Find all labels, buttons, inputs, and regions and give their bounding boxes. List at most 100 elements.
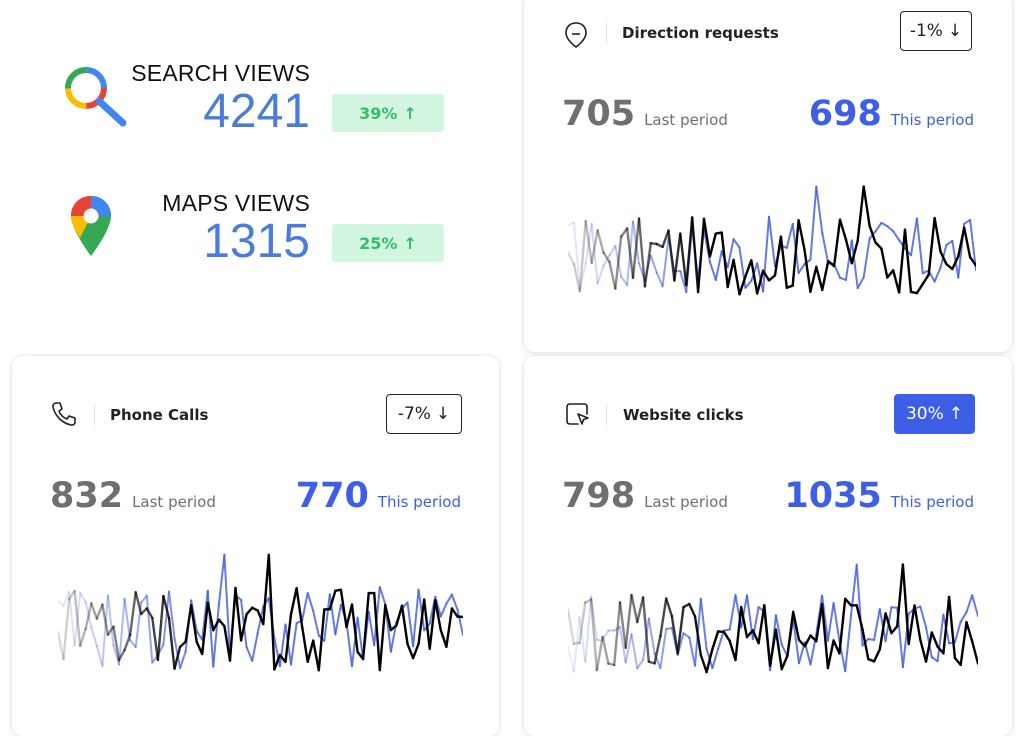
this-period-line-segment [446,609,452,647]
this-period-line-segment [964,228,970,258]
last-period-line-segment [147,596,153,663]
header-divider [606,23,607,43]
arrow-down-icon: ↓ [948,21,962,41]
this-period-line-segment [972,641,978,663]
header-divider [606,405,607,425]
this-period-line-segment [929,218,935,275]
this-period-line-segment [745,260,751,276]
website-change-badge[interactable]: 30% ↑ [894,394,975,434]
this-period-line-segment [874,649,880,661]
this-period-line-segment [247,608,253,614]
last-period-line-segment [347,622,353,666]
last-period-line-segment [380,587,386,604]
phone-sparkline [58,552,463,692]
last-period-line-segment [657,273,663,287]
this-period-value: 1035 [784,476,881,516]
last-period-line-segment [876,223,882,232]
this-period-line-segment [568,610,574,644]
last-period-line-segment [851,565,857,616]
this-period-line-segment [932,633,938,647]
last-period-line-segment [955,622,961,643]
maps-views-label: MAPS VIEWS [162,190,310,217]
this-period-value: 770 [296,476,369,516]
this-period-line-segment [632,595,638,622]
last-period-line-segment [810,187,816,260]
this-period-line-segment [839,599,845,654]
cursor-click-icon [564,401,592,434]
this-period-line-segment [881,249,887,278]
last-period-line-segment [408,602,414,646]
last-period-line-segment [441,604,447,617]
last-period-line-segment [335,605,341,635]
this-period-line-segment [891,626,897,633]
this-period-metric: 698 This period [809,94,974,134]
direction-requests-card: Direction requests -1% ↓ 705 Last period… [524,0,1012,352]
last-period-line-segment [684,633,690,637]
this-period-line-segment [961,622,967,665]
this-period-line-segment [91,603,97,618]
this-period-line-segment [858,187,864,241]
last-period-line-segment [730,595,736,629]
change-value: 25% [359,234,397,253]
this-period-line-segment [781,237,787,288]
last-period-line-segment [252,633,258,661]
this-period-line-segment [923,275,929,284]
this-period-line-segment [308,641,314,662]
badge-value: -7% [398,404,431,424]
this-period-line-segment [698,219,704,292]
phone-change-badge[interactable]: -7% ↓ [386,394,462,434]
last-period-line-segment [967,595,973,612]
last-period-label: Last period [644,493,728,511]
last-period-line-segment [689,637,695,665]
this-period-line-segment [734,260,740,294]
this-period-metric: 770 This period [296,476,461,516]
last-period-line-segment [911,219,917,256]
this-period-line-segment [380,605,386,670]
last-period-line-segment [651,256,657,273]
last-period-line-segment [787,224,793,248]
arrow-up-icon: ↑ [403,234,416,253]
last-period-line-segment [609,246,615,256]
last-period-line-segment [972,595,978,616]
this-period-line-segment [899,230,905,293]
this-period-line-segment [701,655,707,672]
this-period-line-segment [614,602,620,665]
this-period-line-segment [568,253,574,264]
last-period-line-segment [935,268,941,282]
last-period-line-segment [637,660,643,669]
badge-value: -1% [910,21,943,41]
this-period-line-segment [775,237,781,276]
this-period-line-segment [666,599,672,617]
last-period-line-segment [799,264,805,273]
this-period-line-segment [347,605,353,627]
this-period-line-segment [291,588,297,614]
direction-change-badge[interactable]: -1% ↓ [900,11,972,51]
last-period-line-segment [458,610,464,636]
last-period-line-segment [745,281,751,288]
arrow-up-icon: ↑ [949,404,963,424]
google-maps-icon [68,194,114,263]
this-period-line-segment [822,261,828,290]
last-period-line-segment [302,593,308,621]
this-period-line-segment [674,234,680,281]
this-period-line-segment [313,641,319,671]
this-period-line-segment [302,626,308,662]
direction-icon [564,21,588,54]
last-period-line-segment [701,599,707,649]
last-period-label: Last period [132,493,216,511]
maps-views-stat: MAPS VIEWS 1315 25% ↑ [60,190,460,300]
last-period-line-segment [718,631,724,649]
card-title: Website clicks [623,406,744,424]
this-period-line-segment [269,555,275,670]
direction-sparkline [568,184,976,314]
arrow-up-icon: ↑ [403,104,416,123]
change-value: 39% [359,104,397,123]
last-period-line-segment [58,601,64,606]
this-period-line-segment [967,622,973,641]
last-period-line-segment [598,266,604,284]
last-period-line-segment [80,593,86,602]
this-period-line-segment [603,637,609,664]
this-period-line-segment [787,612,793,656]
this-period-line-segment [845,599,851,606]
card-title: Direction requests [622,24,779,42]
